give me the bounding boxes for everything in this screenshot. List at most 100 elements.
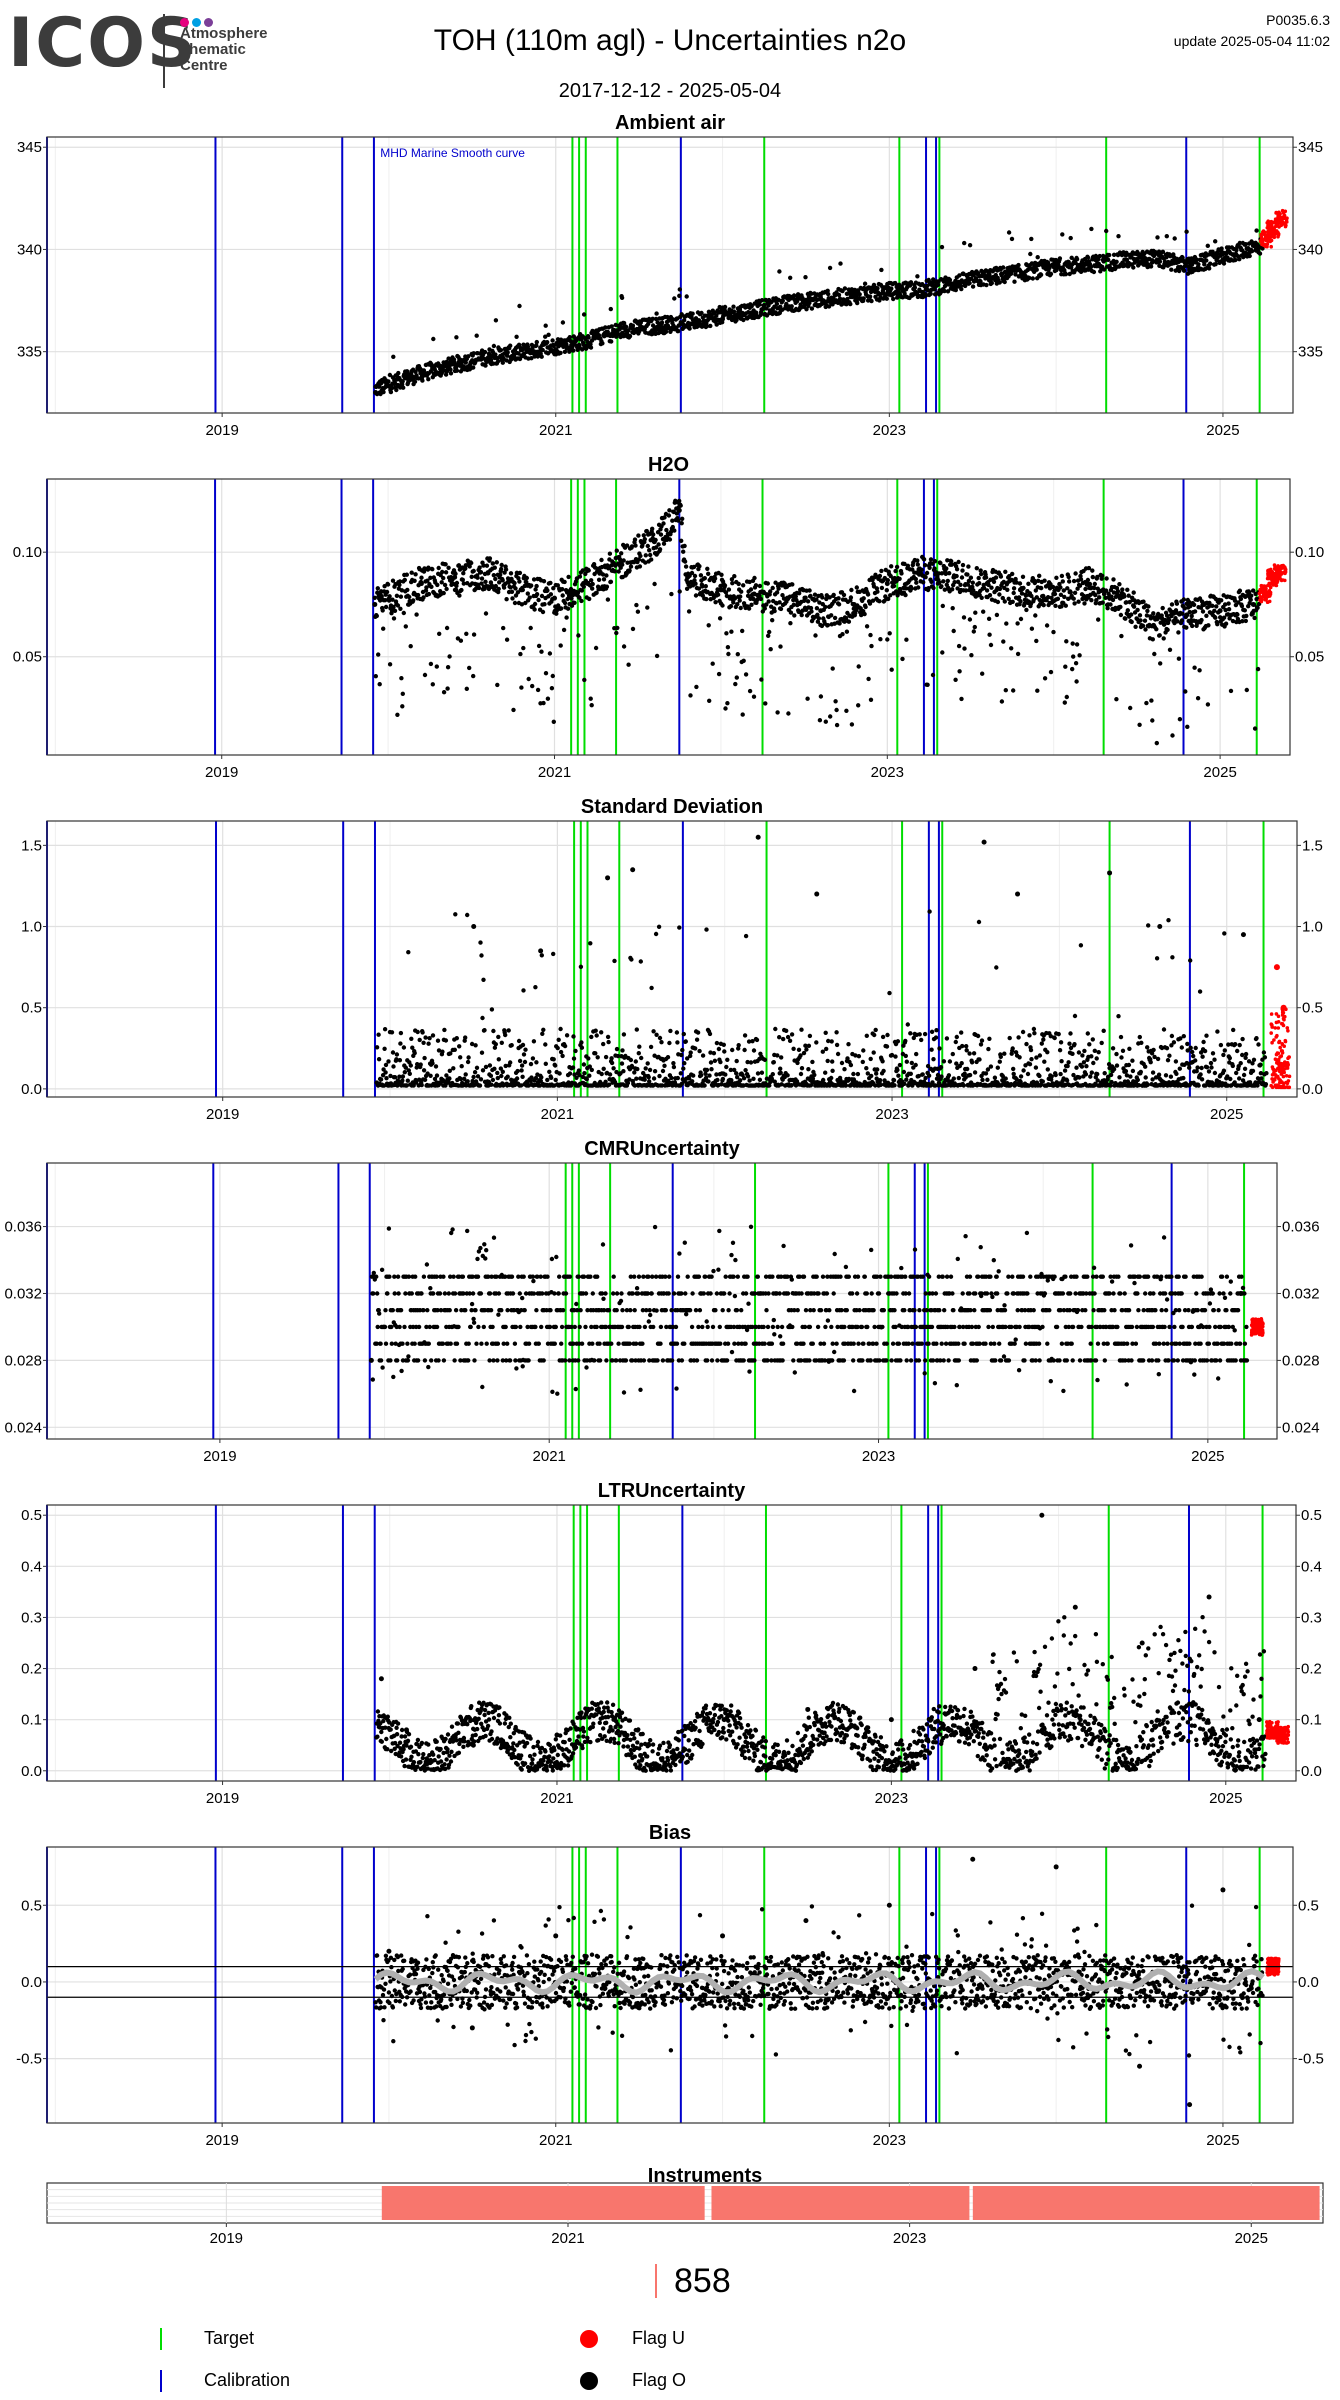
flag-o-point bbox=[751, 591, 757, 597]
x-tick-label: 2023 bbox=[875, 1790, 908, 1807]
x-tick-label: 2025 bbox=[1191, 1448, 1224, 1465]
panel-frame bbox=[46, 136, 1294, 414]
y-tick-label-right: 0.0 bbox=[1302, 1081, 1323, 1098]
chart-title: CMRUncertainty bbox=[584, 1138, 740, 1160]
flag-o-point bbox=[585, 581, 591, 587]
y-tick-label-left: 0.5 bbox=[21, 1507, 42, 1524]
y-tick-label-right: 0.3 bbox=[1301, 1609, 1322, 1626]
y-tick-label-left: 0.5 bbox=[21, 1897, 42, 1914]
flag-o-point bbox=[453, 365, 459, 371]
flag-o-legend-label: Flag O bbox=[632, 2370, 687, 2390]
x-tick-label: 2019 bbox=[205, 2132, 238, 2149]
flag-o-point bbox=[471, 924, 477, 930]
legend: Target Calibration Flag U Flag O bbox=[0, 2300, 1340, 2400]
flag-o-points bbox=[374, 1615, 1268, 1773]
flag-o-point bbox=[676, 507, 682, 513]
logo-dots bbox=[180, 14, 216, 32]
x-tick-label: 2021 bbox=[541, 1106, 574, 1123]
flag-o-point bbox=[1039, 1512, 1045, 1518]
panel-frame bbox=[46, 478, 1291, 756]
flag-o-point bbox=[1117, 595, 1123, 601]
flag-o-point bbox=[1240, 932, 1246, 938]
x-tick-label: 2023 bbox=[873, 2132, 906, 2149]
y-tick-label-left: 0.5 bbox=[21, 1000, 42, 1017]
flag-o-point bbox=[373, 390, 379, 396]
y-tick-label-left: 0.3 bbox=[21, 1609, 42, 1626]
flag-o-point bbox=[755, 834, 761, 840]
update-timestamp: update 2025-05-04 11:02 bbox=[1173, 33, 1330, 49]
y-tick-label-left: -0.5 bbox=[16, 2051, 42, 2068]
flag-o-point bbox=[651, 539, 657, 545]
flag-o-point bbox=[485, 570, 491, 576]
logo-subtitle-line: Centre bbox=[180, 57, 228, 74]
flag-o-point bbox=[1139, 1640, 1145, 1646]
logo-divider bbox=[163, 14, 165, 88]
flag-u-point bbox=[1279, 1732, 1286, 1738]
chart-title: H2O bbox=[648, 454, 689, 476]
y-tick-label-left: 0.2 bbox=[21, 1661, 42, 1678]
flag-o-point bbox=[986, 277, 992, 283]
x-tick-label: 2021 bbox=[540, 1790, 573, 1807]
y-tick-label-right: 0.036 bbox=[1282, 1219, 1320, 1236]
flag-o-points bbox=[373, 1903, 1265, 2058]
x-tick-label: 2019 bbox=[205, 764, 238, 781]
chart-panel-0: Ambient air 335 335 340 340 345 345 2019 2021 202… bbox=[17, 112, 1323, 439]
flag-o-point bbox=[1072, 1604, 1078, 1610]
chart-title: Ambient air bbox=[615, 112, 725, 134]
flag-o-point bbox=[403, 1727, 409, 1733]
flag-o-point bbox=[486, 357, 492, 363]
logo-subtitle-line: Thematic bbox=[180, 41, 246, 58]
flag-o-point bbox=[784, 595, 790, 601]
chart-panel-2: Standard Deviation 0.0 0.0 0.5 0.5 1.0 1.0 1.5 1… bbox=[21, 796, 1323, 1123]
x-tick-label: 2021 bbox=[551, 2230, 584, 2247]
panel-frame bbox=[46, 1162, 1278, 1440]
flag-o-point bbox=[803, 1918, 809, 1924]
flag-o-point bbox=[718, 587, 724, 593]
y-tick-label-right: 0.5 bbox=[1298, 1897, 1319, 1914]
flag-o-point bbox=[1217, 608, 1223, 614]
flag-o-point bbox=[820, 300, 826, 306]
y-tick-label-left: 0.036 bbox=[4, 1219, 42, 1236]
flag-o-point bbox=[1220, 1887, 1226, 1893]
flag-o-point bbox=[469, 2025, 475, 2031]
y-tick-label-left: 335 bbox=[17, 344, 42, 361]
flag-o-point bbox=[753, 310, 759, 316]
flag-o-point bbox=[920, 289, 926, 295]
flag-u-point bbox=[1269, 1726, 1276, 1733]
target-legend-label: Target bbox=[204, 2328, 255, 2348]
flag-o-point bbox=[1153, 259, 1159, 265]
flag-o-point bbox=[686, 322, 692, 328]
flag-u-points bbox=[1264, 1719, 1291, 1745]
flag-o-point bbox=[518, 587, 524, 593]
instruments-title: Instruments bbox=[648, 2165, 762, 2187]
y-tick-label-left: 0.05 bbox=[13, 649, 42, 666]
flag-o-point bbox=[378, 1676, 384, 1682]
flag-o-point bbox=[372, 601, 378, 607]
flag-u-point bbox=[1277, 570, 1284, 577]
y-tick-label-right: -0.5 bbox=[1298, 2051, 1324, 2068]
x-tick-label: 2025 bbox=[1235, 2230, 1268, 2247]
flag-o-point bbox=[553, 1933, 559, 1939]
logo-dot bbox=[180, 18, 189, 27]
flag-u-legend-swatch bbox=[580, 2330, 598, 2348]
y-tick-label-right: 0.05 bbox=[1295, 649, 1324, 666]
y-tick-label-right: 1.0 bbox=[1302, 919, 1323, 936]
flag-o-point bbox=[619, 330, 625, 336]
y-tick-label-left: 0.024 bbox=[4, 1419, 42, 1436]
y-tick-label-right: 340 bbox=[1298, 241, 1323, 258]
y-tick-label-right: 345 bbox=[1298, 139, 1323, 156]
flag-u-point bbox=[1280, 1004, 1287, 1011]
bias-smooth-line bbox=[373, 1968, 1265, 1996]
flag-o-point bbox=[618, 560, 624, 566]
flag-o-point bbox=[818, 608, 824, 614]
flag-u-point bbox=[1254, 1323, 1261, 1330]
flag-o-point bbox=[1220, 257, 1226, 263]
flag-o-point bbox=[984, 581, 990, 587]
flag-u-point bbox=[1278, 215, 1285, 222]
flag-o-point bbox=[1053, 267, 1059, 273]
x-tick-label: 2019 bbox=[205, 422, 238, 439]
flag-o-point bbox=[386, 1948, 392, 1954]
flag-o-point bbox=[1151, 622, 1157, 628]
flag-o-point bbox=[605, 875, 611, 881]
y-tick-label-right: 0.10 bbox=[1295, 544, 1324, 561]
